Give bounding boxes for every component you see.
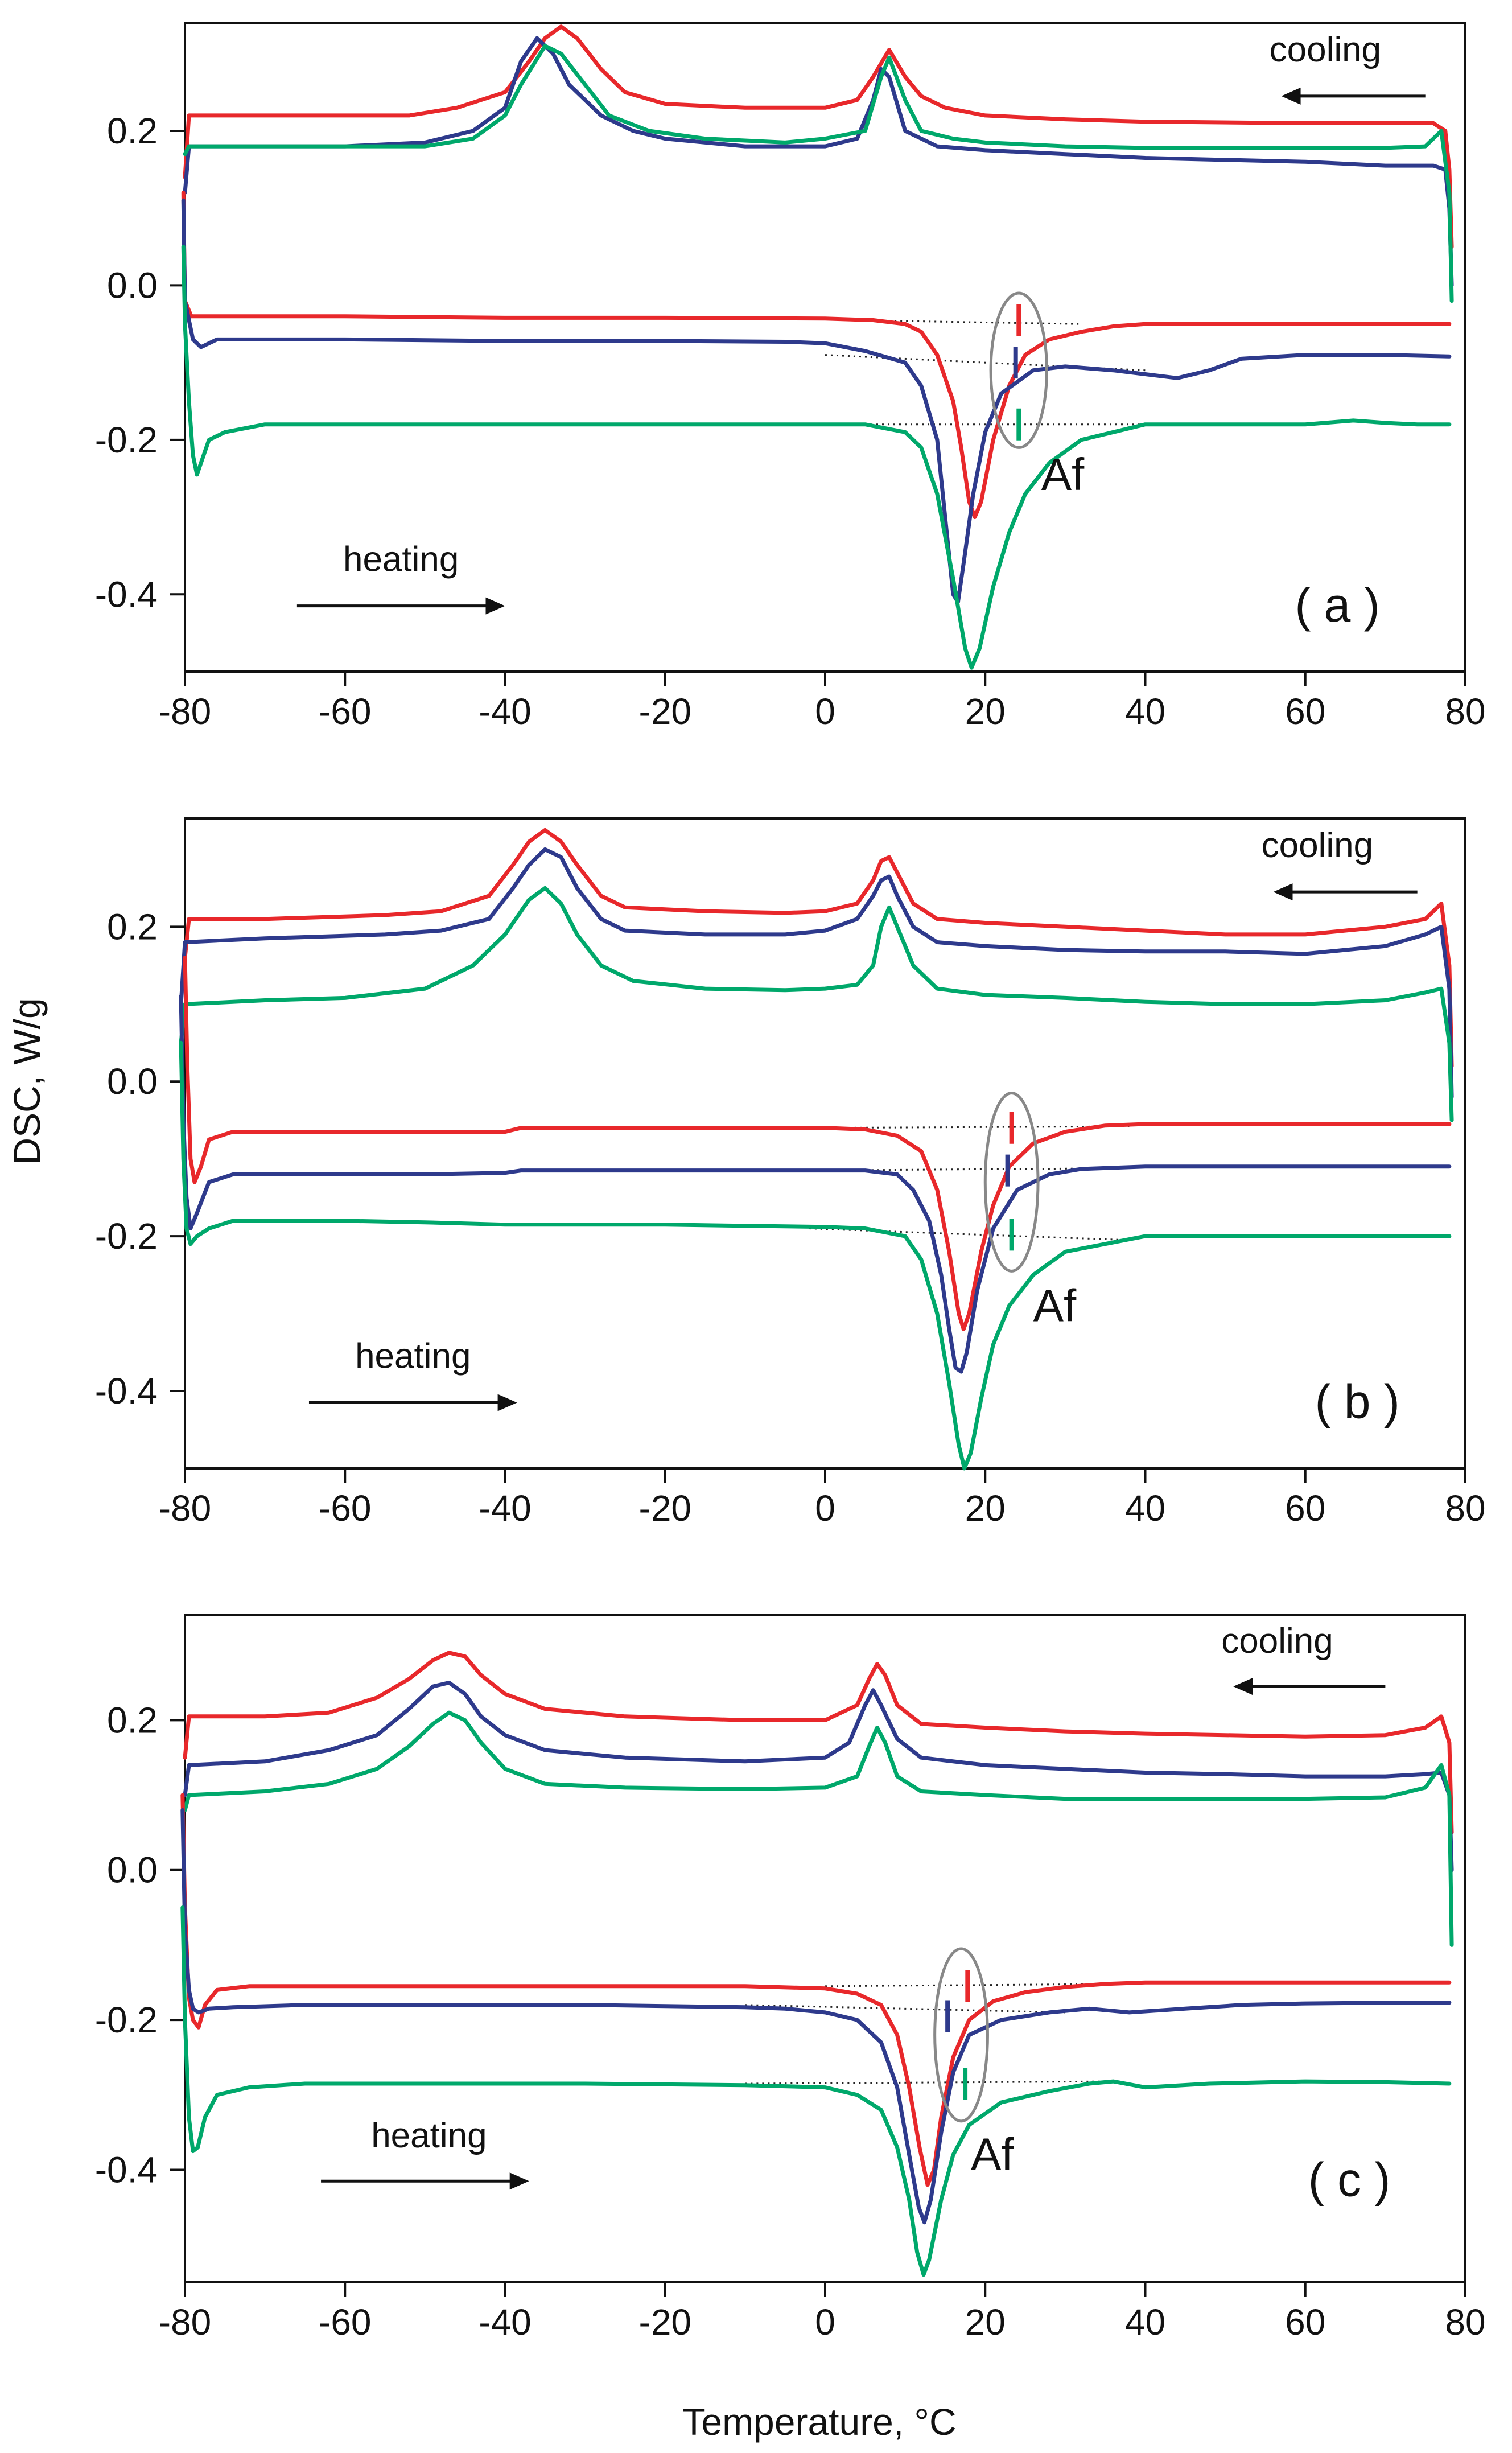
cooling-arrow-head — [1273, 883, 1293, 901]
series-blue-heating — [179, 994, 1452, 1374]
x-tick-label: 20 — [965, 691, 1006, 732]
panel-label: ( c ) — [1308, 2153, 1391, 2207]
x-tick-label: 20 — [965, 1488, 1006, 1529]
af-label: Af — [1041, 449, 1085, 500]
x-axis-title: Temperature, °C — [682, 2401, 956, 2443]
heating-arrow-head — [485, 597, 505, 615]
series-blue-heating — [180, 1808, 1452, 2225]
series-blue-cooling — [183, 36, 1454, 287]
series-green-heating — [180, 1905, 1452, 2277]
x-tick-label: -60 — [319, 2302, 372, 2343]
y-tick-label: -0.4 — [95, 574, 158, 615]
af-ellipse — [933, 1947, 989, 2123]
x-tick-label: -20 — [639, 1488, 692, 1529]
af-ellipse — [989, 291, 1049, 449]
y-tick-label: -0.2 — [95, 1999, 158, 2040]
series-green-heating — [179, 1040, 1452, 1471]
cooling-label: cooling — [1262, 826, 1373, 865]
y-axis-title: DSC, W/g — [6, 998, 48, 1164]
y-tick-label: -0.2 — [95, 1216, 158, 1257]
y-tick-label: 0.0 — [107, 265, 158, 306]
x-tick-label: -40 — [479, 691, 532, 732]
x-tick-label: 60 — [1285, 2302, 1325, 2343]
af-label: Af — [1033, 1281, 1077, 1331]
heating-arrow-head — [497, 1394, 517, 1411]
panel-label: ( b ) — [1315, 1375, 1399, 1429]
baseline-dotted-blue — [825, 354, 1146, 372]
y-tick-label: 0.2 — [107, 110, 158, 151]
series-red-cooling — [183, 1651, 1454, 1835]
series-red-cooling — [183, 828, 1454, 1068]
heating-label: heating — [355, 1336, 471, 1376]
series-green-cooling — [183, 1710, 1454, 1947]
y-tick-label: 0.0 — [107, 1061, 158, 1102]
x-tick-label: 0 — [815, 691, 835, 732]
series-green-cooling — [179, 886, 1454, 1122]
panel-a: -80 -60 -40 -20 0 20 40 60 80 0.2 0.0 -0.2 -0.4 Af coo… — [95, 22, 1486, 732]
series-red-heating — [181, 191, 1452, 520]
x-tick-label: 0 — [815, 2302, 835, 2343]
cooling-arrow-head — [1281, 87, 1301, 105]
x-tick-label: -80 — [159, 1488, 212, 1529]
x-tick-label: 60 — [1285, 1488, 1325, 1529]
series-red-heating — [183, 956, 1452, 1331]
y-tick-label: 0.2 — [107, 906, 158, 947]
x-tick-label: 80 — [1445, 2302, 1485, 2343]
series-green-heating — [181, 245, 1452, 670]
cooling-label: cooling — [1270, 30, 1381, 69]
y-tick-label: -0.4 — [95, 1370, 158, 1411]
x-tick-label: -20 — [639, 2302, 692, 2343]
baseline-dotted-green — [809, 1228, 1130, 1241]
x-tick-label: 40 — [1125, 2302, 1165, 2343]
panel-label: ( a ) — [1295, 578, 1379, 632]
x-tick-label: 20 — [965, 2302, 1006, 2343]
x-tick-label: 80 — [1445, 1488, 1485, 1529]
x-tick-label: -40 — [479, 1488, 532, 1529]
cooling-label: cooling — [1221, 1621, 1333, 1661]
y-tick-label: -0.2 — [95, 419, 158, 460]
x-tick-label: 0 — [815, 1488, 835, 1529]
x-tick-label: -80 — [159, 691, 212, 732]
baseline-dotted-red — [809, 1125, 1130, 1129]
baseline-dotted-blue — [809, 1167, 1130, 1172]
panel-b: -80 -60 -40 -20 0 20 40 60 80 0.2 0.0 -0.2 -0.4 Af coo… — [95, 817, 1486, 1529]
y-tick-label: 0.0 — [107, 1850, 158, 1891]
series-green-cooling — [183, 44, 1454, 303]
series-blue-cooling — [179, 847, 1454, 1099]
y-tick-label: 0.2 — [107, 1699, 158, 1740]
baseline-dotted-blue — [745, 2004, 1065, 2014]
x-tick-label: 40 — [1125, 691, 1165, 732]
x-tick-label: -20 — [639, 691, 692, 732]
af-label: Af — [971, 2129, 1014, 2179]
af-ellipse — [983, 1092, 1040, 1273]
x-tick-label: 60 — [1285, 691, 1325, 732]
cooling-arrow-head — [1233, 1678, 1253, 1695]
panel-c: -80 -60 -40 -20 0 20 40 60 80 0.2 0.0 -0.2 -0.4 Af coo… — [95, 1614, 1486, 2343]
x-tick-label: -40 — [479, 2302, 532, 2343]
x-tick-label: 40 — [1125, 1488, 1165, 1529]
baseline-dotted-red — [825, 1983, 1122, 1987]
x-tick-label: -60 — [319, 691, 372, 732]
heating-label: heating — [343, 540, 459, 579]
heating-label: heating — [371, 2116, 487, 2155]
x-tick-label: -60 — [319, 1488, 372, 1529]
x-tick-label: -80 — [159, 2302, 212, 2343]
x-tick-label: 80 — [1445, 691, 1485, 732]
y-tick-label: -0.4 — [95, 2149, 158, 2190]
heating-arrow-head — [509, 2172, 529, 2190]
series-red-cooling — [183, 24, 1454, 249]
series-blue-cooling — [183, 1681, 1454, 1872]
series-red-heating — [180, 1793, 1452, 2187]
